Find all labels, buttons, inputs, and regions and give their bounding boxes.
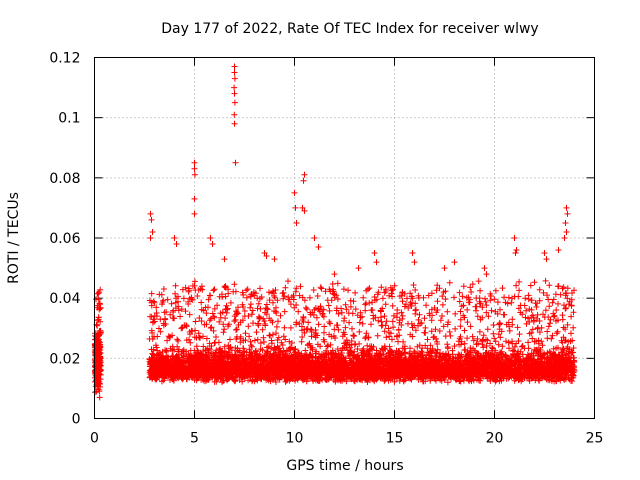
y-tick-labels: 0 0.02 0.04 0.06 0.08 0.1 0.12 (49, 51, 80, 428)
x-tick-label: 20 (486, 431, 504, 447)
roti-points (91, 63, 578, 401)
y-tick-label: 0.12 (49, 51, 80, 67)
x-tick-label: 25 (586, 431, 604, 447)
x-tick-label: 5 (190, 431, 199, 447)
chart-title: Day 177 of 2022, Rate Of TEC Index for r… (161, 21, 538, 37)
y-tick-label: 0.1 (58, 111, 80, 127)
y-tick-label: 0.02 (49, 351, 80, 367)
y-axis-label: ROTI / TECUs (6, 192, 22, 284)
x-tick-label: 0 (90, 431, 99, 447)
x-tick-label: 15 (386, 431, 404, 447)
plot-frame (94, 57, 595, 419)
y-tick-label: 0 (72, 412, 81, 428)
x-axis-label: GPS time / hours (286, 458, 403, 474)
y-tick-label: 0.06 (49, 231, 80, 247)
x-tick-labels: 0 5 10 15 20 25 (90, 431, 603, 447)
x-tick-label: 10 (286, 431, 304, 447)
data-points (91, 63, 578, 401)
y-tick-label: 0.04 (49, 291, 80, 307)
y-tick-label: 0.08 (49, 171, 80, 187)
